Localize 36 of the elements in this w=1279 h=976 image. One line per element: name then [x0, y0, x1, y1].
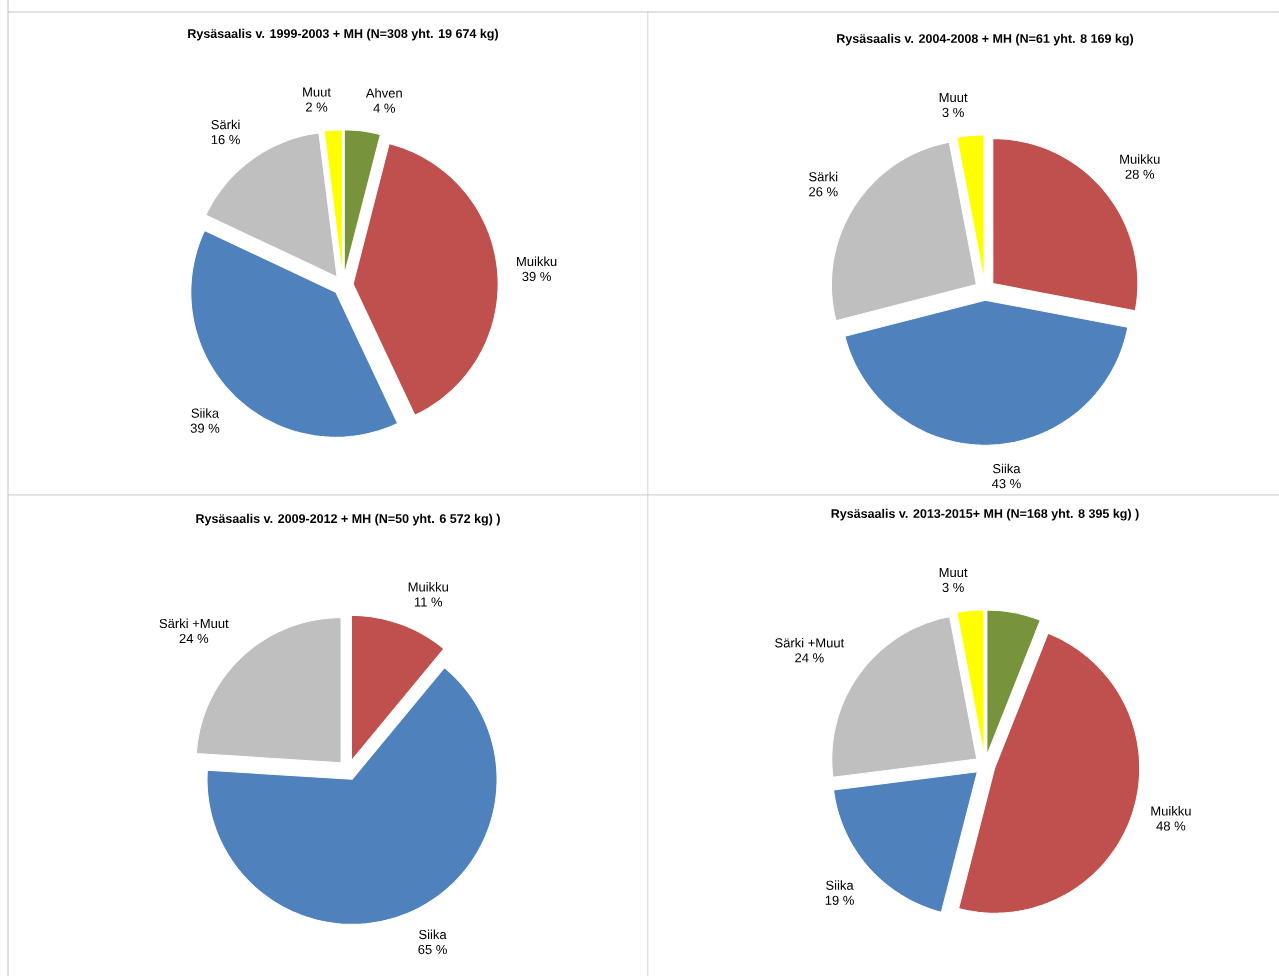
chart-title: Rysäsaalis v. 2013-2015+ MH (N=168 yht. 8 395 kg) ) [831, 508, 1139, 521]
slice-label: Särki [211, 119, 240, 130]
data-label: 16 % [211, 135, 240, 145]
data-label: 28 % [1125, 169, 1155, 179]
data-label: 65 % [418, 944, 447, 955]
slice-label: Muikku [517, 256, 557, 267]
slice-label: Särki +Muut [159, 618, 229, 629]
slice-label: Siika [191, 408, 220, 418]
slice-label: Ahven [365, 88, 402, 98]
data-label: 4 % [373, 103, 395, 113]
data-label: 3 % [942, 582, 964, 593]
data-label: 39 % [522, 271, 551, 282]
slice-label: Muut [939, 567, 968, 578]
slice-label: Särki [809, 171, 838, 182]
slice-label: Muut [303, 87, 331, 97]
data-label: 39 % [190, 423, 220, 433]
chart-title: Rysäsaalis v. 1999-2003 + MH (N=308 yht. 19 674 kg) [188, 28, 498, 41]
slice-label: Siika [992, 463, 1021, 474]
data-label: 26 % [809, 187, 838, 197]
slice-label: Särki +Muut [775, 637, 845, 648]
slice-label: Muikku [1120, 154, 1160, 164]
data-label: 48 % [1156, 821, 1186, 831]
data-label: 3 % [942, 107, 964, 118]
data-label: 43 % [991, 479, 1021, 489]
data-label: 24 % [795, 653, 824, 663]
slice-label: Siika [826, 880, 854, 890]
data-label: 24 % [179, 633, 209, 644]
chart-title: Rysäsaalis v. 2004-2008 + MH (N=61 yht. 8 169 kg) [837, 33, 1134, 46]
slice-label: Muut [939, 92, 968, 103]
data-label: 2 % [305, 102, 328, 112]
chart-title: Rysäsaalis v. 2009-2012 + MH (N=50 yht. 6 572 kg) ) [196, 513, 500, 526]
data-label: 19 % [825, 895, 854, 905]
slice-label: Siika [419, 929, 447, 940]
slice-label: Muikku [1151, 806, 1191, 816]
slice-label: Muikku [408, 581, 448, 592]
data-label: 11 % [414, 597, 443, 607]
